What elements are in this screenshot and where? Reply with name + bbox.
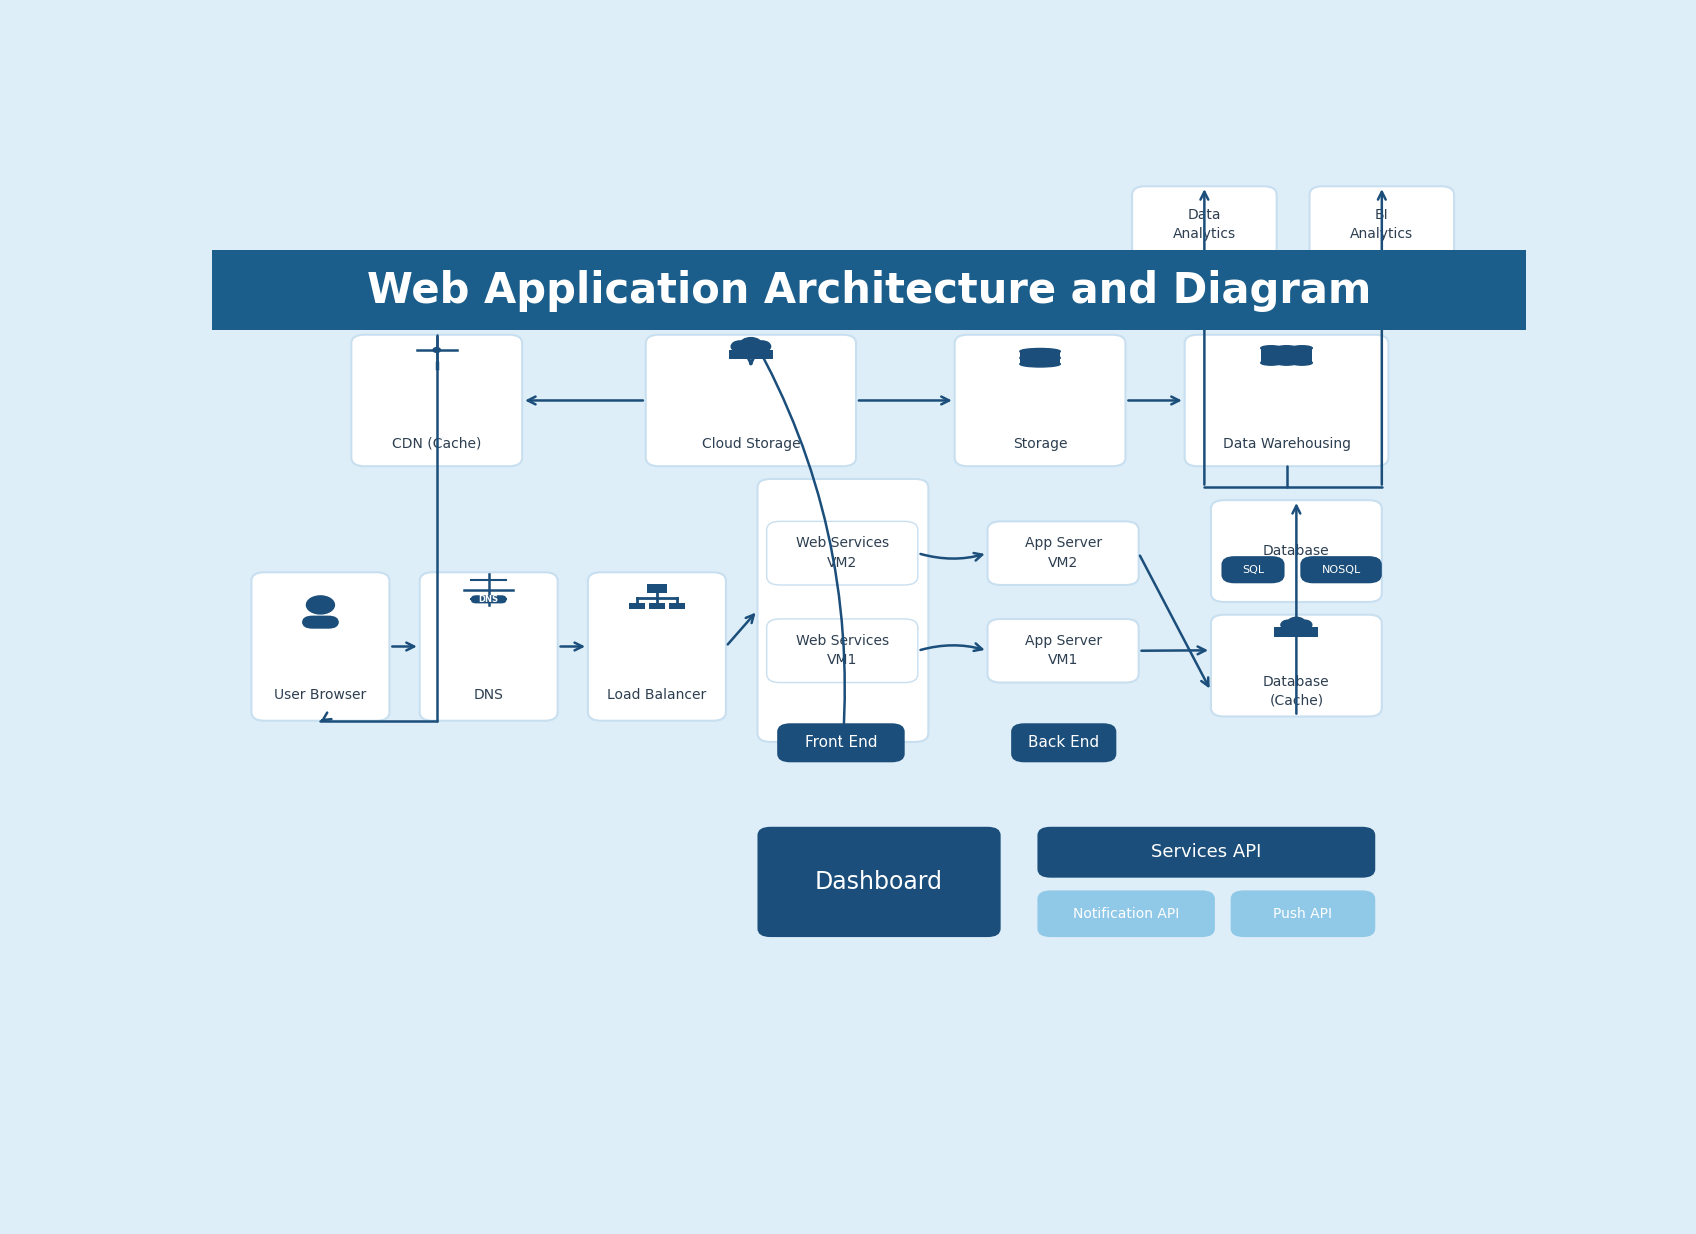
Text: Front End: Front End bbox=[804, 735, 877, 750]
Text: Web Services
VM1: Web Services VM1 bbox=[795, 634, 889, 668]
Text: BI
Analytics: BI Analytics bbox=[1350, 207, 1413, 241]
FancyBboxPatch shape bbox=[777, 723, 904, 763]
FancyBboxPatch shape bbox=[1260, 348, 1282, 363]
FancyBboxPatch shape bbox=[419, 573, 558, 721]
FancyBboxPatch shape bbox=[646, 334, 856, 466]
Text: Database: Database bbox=[1264, 544, 1330, 558]
Circle shape bbox=[731, 341, 748, 352]
FancyBboxPatch shape bbox=[351, 334, 522, 466]
FancyBboxPatch shape bbox=[955, 334, 1126, 466]
Text: Data
Analytics: Data Analytics bbox=[1174, 207, 1236, 241]
FancyBboxPatch shape bbox=[758, 479, 928, 742]
Ellipse shape bbox=[1275, 360, 1297, 365]
FancyBboxPatch shape bbox=[987, 619, 1138, 682]
Text: DNS: DNS bbox=[473, 689, 504, 702]
FancyBboxPatch shape bbox=[1019, 352, 1060, 364]
FancyBboxPatch shape bbox=[1211, 500, 1382, 602]
Ellipse shape bbox=[1019, 355, 1060, 360]
Ellipse shape bbox=[1275, 346, 1297, 350]
Ellipse shape bbox=[1019, 362, 1060, 366]
Text: Database
(Cache): Database (Cache) bbox=[1264, 675, 1330, 707]
Text: User Browser: User Browser bbox=[275, 689, 366, 702]
Text: Dashboard: Dashboard bbox=[816, 870, 943, 893]
FancyBboxPatch shape bbox=[1038, 891, 1214, 937]
FancyBboxPatch shape bbox=[1011, 723, 1116, 763]
FancyBboxPatch shape bbox=[1231, 891, 1375, 937]
FancyBboxPatch shape bbox=[767, 521, 918, 585]
Text: App Server
VM1: App Server VM1 bbox=[1024, 634, 1102, 668]
Ellipse shape bbox=[1260, 360, 1282, 365]
Text: Push API: Push API bbox=[1274, 907, 1333, 921]
FancyBboxPatch shape bbox=[1211, 615, 1382, 717]
Ellipse shape bbox=[1019, 348, 1060, 354]
FancyBboxPatch shape bbox=[1184, 334, 1389, 466]
FancyBboxPatch shape bbox=[1038, 827, 1375, 877]
FancyBboxPatch shape bbox=[471, 595, 507, 603]
Text: DNS: DNS bbox=[478, 595, 499, 603]
Ellipse shape bbox=[1292, 346, 1313, 350]
Ellipse shape bbox=[1260, 346, 1282, 350]
FancyBboxPatch shape bbox=[668, 602, 685, 610]
FancyBboxPatch shape bbox=[1221, 557, 1284, 584]
FancyBboxPatch shape bbox=[212, 249, 1526, 331]
Circle shape bbox=[307, 596, 334, 615]
Text: SQL: SQL bbox=[1241, 565, 1264, 575]
FancyBboxPatch shape bbox=[251, 573, 390, 721]
Circle shape bbox=[1287, 617, 1306, 628]
Ellipse shape bbox=[1292, 360, 1313, 365]
Text: Storage: Storage bbox=[1013, 437, 1067, 450]
Text: Data Warehousing: Data Warehousing bbox=[1223, 437, 1350, 450]
FancyBboxPatch shape bbox=[729, 350, 773, 359]
FancyBboxPatch shape bbox=[758, 827, 1001, 937]
Text: NOSQL: NOSQL bbox=[1321, 565, 1360, 575]
Text: App Server
VM2: App Server VM2 bbox=[1024, 537, 1102, 570]
Text: CDN (Cache): CDN (Cache) bbox=[392, 437, 482, 450]
FancyBboxPatch shape bbox=[767, 619, 918, 682]
Text: Load Balancer: Load Balancer bbox=[607, 689, 707, 702]
Text: Web Application Architecture and Diagram: Web Application Architecture and Diagram bbox=[366, 269, 1372, 312]
FancyBboxPatch shape bbox=[1274, 627, 1318, 638]
FancyBboxPatch shape bbox=[987, 521, 1138, 585]
FancyBboxPatch shape bbox=[1133, 186, 1277, 263]
Text: Back End: Back End bbox=[1028, 735, 1099, 750]
FancyBboxPatch shape bbox=[302, 616, 339, 628]
FancyBboxPatch shape bbox=[1275, 348, 1297, 363]
Text: Services API: Services API bbox=[1152, 843, 1262, 861]
Circle shape bbox=[1297, 621, 1311, 629]
FancyBboxPatch shape bbox=[1301, 557, 1382, 584]
Circle shape bbox=[1280, 621, 1296, 629]
Text: Cloud Storage: Cloud Storage bbox=[702, 437, 801, 450]
Circle shape bbox=[739, 338, 762, 352]
Text: Notification API: Notification API bbox=[1074, 907, 1179, 921]
FancyBboxPatch shape bbox=[650, 602, 665, 610]
Circle shape bbox=[432, 348, 441, 353]
FancyBboxPatch shape bbox=[1292, 348, 1313, 363]
FancyBboxPatch shape bbox=[589, 573, 726, 721]
FancyBboxPatch shape bbox=[646, 584, 667, 592]
Circle shape bbox=[753, 341, 770, 352]
FancyBboxPatch shape bbox=[629, 602, 644, 610]
Text: Web Services
VM2: Web Services VM2 bbox=[795, 537, 889, 570]
FancyBboxPatch shape bbox=[1309, 186, 1453, 263]
